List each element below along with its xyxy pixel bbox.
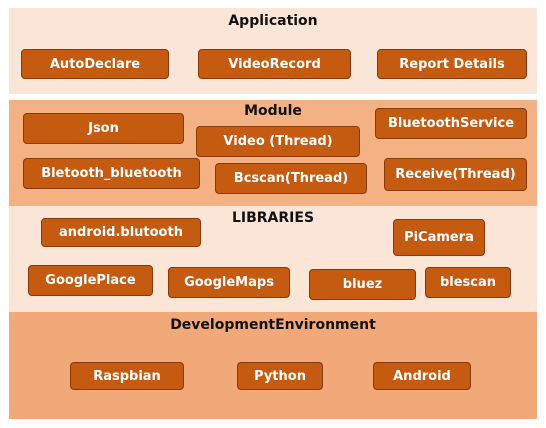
googleplace-box: GooglePlace: [28, 265, 153, 296]
development-environment-layer: DevelopmentEnvironment Raspbian Python A…: [9, 312, 537, 419]
videorecord-box: VideoRecord: [198, 49, 351, 79]
python-box: Python: [237, 362, 323, 390]
libraries-layer: LIBRARIES android.blutooth PiCamera Goog…: [9, 206, 537, 312]
libraries-layer-title: LIBRARIES: [231, 210, 315, 226]
googlemaps-box: GoogleMaps: [168, 267, 290, 298]
development-environment-layer-title: DevelopmentEnvironment: [170, 317, 376, 333]
bcscan-thread-box: Bcscan(Thread): [215, 163, 367, 194]
module-layer-title: Module: [244, 103, 302, 119]
android-box: Android: [373, 362, 471, 390]
module-layer: Module Json Video (Thread) BluetoothServ…: [9, 100, 537, 206]
picamera-box: PiCamera: [393, 219, 485, 256]
video-thread-box: Video (Thread): [196, 126, 360, 157]
bletooth-bluetooth-box: Bletooth_bluetooth: [23, 158, 200, 189]
json-box: Json: [23, 113, 184, 144]
blescan-box: blescan: [425, 267, 511, 298]
autodeclare-box: AutoDeclare: [21, 49, 169, 79]
report-details-box: Report Details: [377, 49, 527, 79]
raspbian-box: Raspbian: [70, 362, 184, 390]
receive-thread-box: Receive(Thread): [384, 158, 527, 191]
bluetoothservice-box: BluetoothService: [375, 108, 527, 139]
application-layer: Application AutoDeclare VideoRecord Repo…: [9, 8, 537, 94]
application-layer-title: Application: [228, 13, 318, 29]
bluez-box: bluez: [309, 269, 416, 300]
android-blutooth-box: android.blutooth: [41, 218, 201, 247]
